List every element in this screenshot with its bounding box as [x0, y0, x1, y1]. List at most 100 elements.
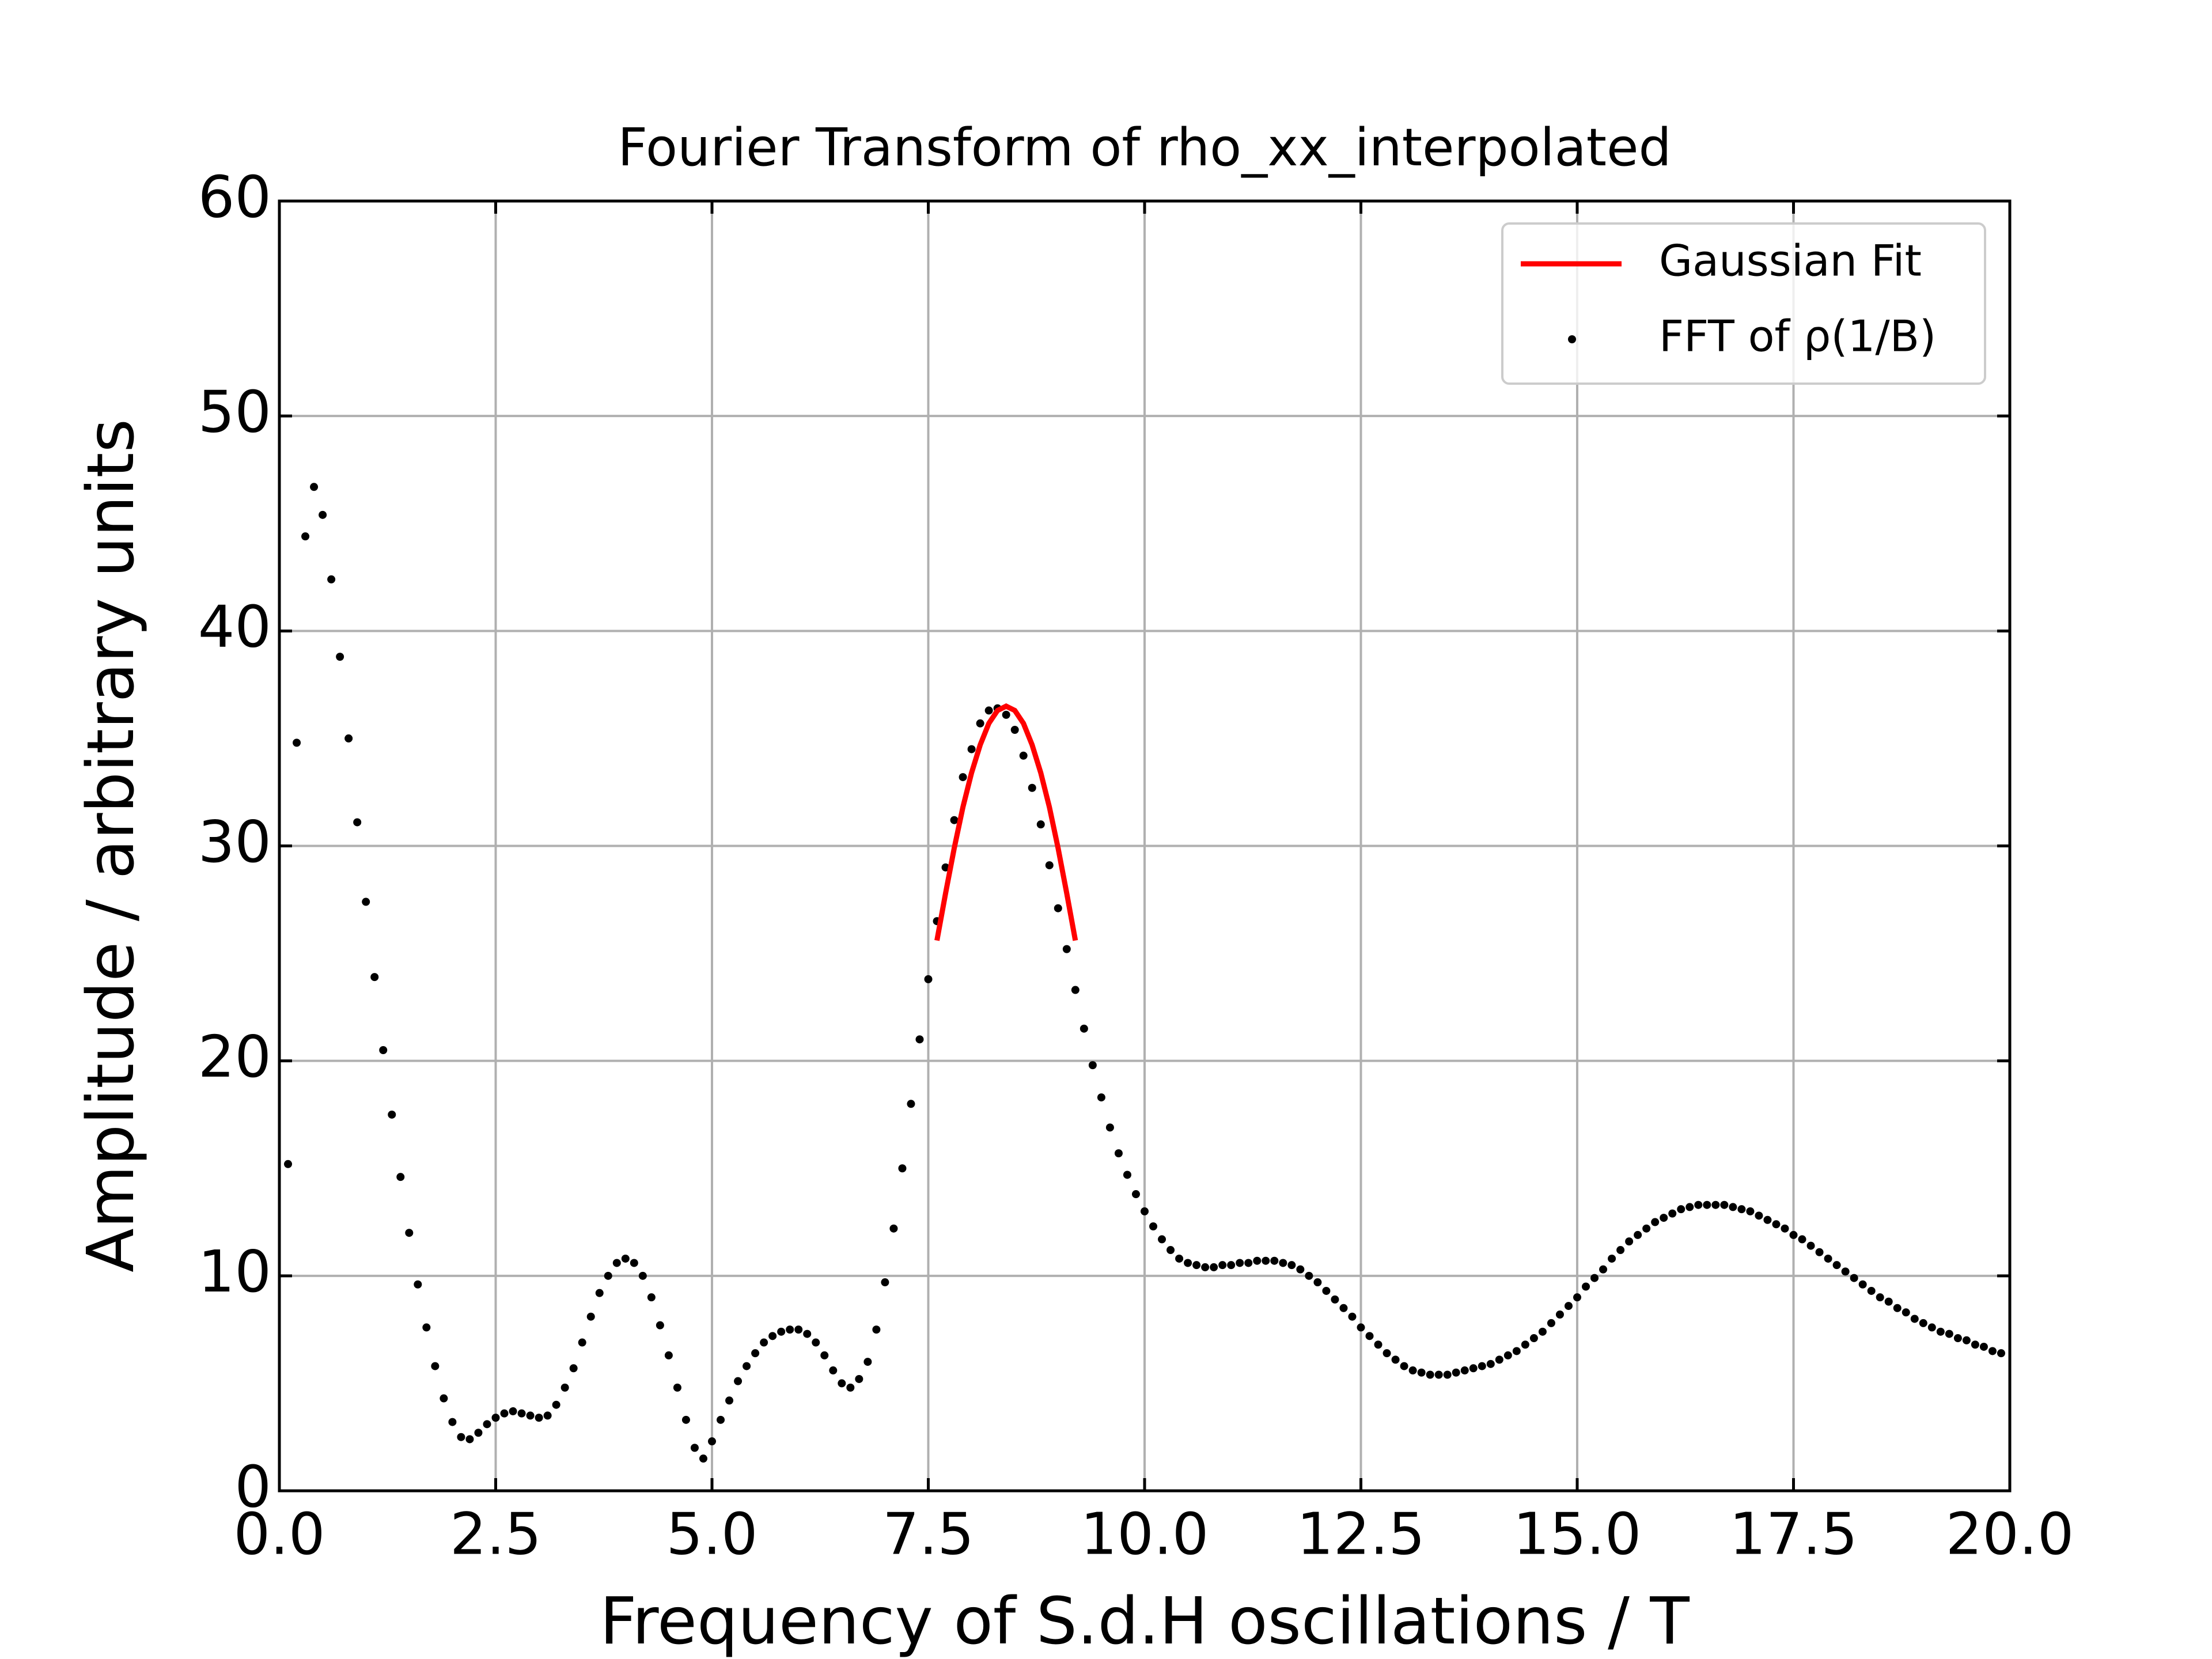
- data-point: [1270, 1256, 1279, 1265]
- data-point: [829, 1366, 838, 1375]
- data-point: [656, 1321, 664, 1330]
- y-tick-label: 10: [198, 1238, 271, 1305]
- data-point: [638, 1271, 647, 1280]
- x-tick-label: 12.5: [1297, 1500, 1425, 1567]
- data-point: [621, 1254, 630, 1263]
- data-point: [491, 1414, 500, 1422]
- data-point: [777, 1327, 786, 1336]
- data-point: [1642, 1224, 1651, 1233]
- data-point: [1408, 1366, 1417, 1375]
- data-point: [543, 1411, 552, 1420]
- data-point: [431, 1362, 440, 1370]
- data-point: [379, 1046, 388, 1055]
- data-point: [1729, 1203, 1737, 1211]
- data-point: [768, 1332, 777, 1340]
- x-tick-label: 0.0: [233, 1500, 325, 1567]
- data-point: [734, 1377, 743, 1385]
- data-point: [803, 1330, 812, 1338]
- data-point: [440, 1394, 448, 1403]
- data-point: [1348, 1312, 1357, 1321]
- data-point: [846, 1383, 855, 1392]
- data-point: [1850, 1274, 1858, 1282]
- data-point: [336, 653, 344, 661]
- data-point: [1677, 1205, 1685, 1214]
- data-point: [1123, 1171, 1131, 1179]
- y-tick-label: 40: [198, 593, 271, 661]
- data-point: [630, 1259, 638, 1267]
- data-point: [483, 1420, 491, 1429]
- data-point: [681, 1415, 690, 1424]
- data-point: [1382, 1349, 1391, 1358]
- data-point: [344, 734, 353, 743]
- data-point: [1936, 1327, 1945, 1336]
- data-point: [976, 719, 984, 728]
- ticks: 0.0 2.5 5.0 7.5 10.0 12.5 15.0 17.5 20.0 0 10 20 30 4…: [198, 163, 2074, 1567]
- data-point: [984, 706, 993, 715]
- x-tick-label: 15.0: [1513, 1500, 1642, 1567]
- data-point: [1158, 1235, 1166, 1244]
- data-point: [1417, 1368, 1426, 1377]
- data-point: [717, 1415, 725, 1424]
- data-point: [872, 1325, 881, 1334]
- data-point: [310, 483, 319, 491]
- data-point: [1322, 1286, 1331, 1295]
- data-point: [1080, 1024, 1088, 1033]
- data-point: [353, 818, 362, 827]
- data-point: [1971, 1340, 1979, 1349]
- data-point: [1460, 1366, 1469, 1375]
- data-point: [1555, 1310, 1564, 1319]
- data-point: [863, 1358, 872, 1366]
- data-point: [1062, 945, 1071, 953]
- data-point: [1798, 1235, 1806, 1244]
- data-point: [959, 773, 967, 782]
- data-point: [1582, 1282, 1590, 1291]
- data-point: [1755, 1211, 1763, 1220]
- data-point: [1434, 1370, 1443, 1379]
- data-point: [1166, 1246, 1175, 1255]
- data-point: [284, 1160, 293, 1168]
- data-point: [708, 1437, 716, 1446]
- data-point: [1979, 1342, 1988, 1351]
- data-point: [1512, 1347, 1521, 1355]
- data-point: [1210, 1263, 1218, 1271]
- x-tick-label: 2.5: [450, 1500, 541, 1567]
- fit-line: [934, 703, 1078, 941]
- data-point: [1876, 1293, 1884, 1302]
- data-point: [1028, 783, 1036, 792]
- data-point: [786, 1325, 794, 1334]
- data-point: [1711, 1200, 1720, 1209]
- data-point: [1703, 1200, 1711, 1209]
- y-tick-label: 30: [198, 808, 271, 876]
- data-point: [405, 1229, 414, 1237]
- x-axis-label: Frequency of S.d.H oscillations / T: [600, 1584, 1690, 1659]
- data-point: [1884, 1297, 1893, 1306]
- data-point: [1521, 1340, 1529, 1349]
- data-point: [1486, 1359, 1495, 1368]
- data-point: [1815, 1248, 1824, 1256]
- data-point: [1244, 1259, 1253, 1267]
- y-tick-label: 50: [198, 378, 271, 446]
- data-point: [1469, 1364, 1478, 1373]
- x-tick-label: 10.0: [1081, 1500, 1209, 1567]
- data-point: [1694, 1200, 1703, 1209]
- data-point: [699, 1455, 707, 1463]
- data-point: [1374, 1340, 1382, 1349]
- plot-area: [284, 483, 2005, 1463]
- data-point: [967, 745, 976, 753]
- data-point: [1131, 1190, 1140, 1199]
- data-point: [1192, 1261, 1201, 1270]
- x-tick-label: 20.0: [1946, 1500, 2074, 1567]
- data-point: [1426, 1370, 1434, 1379]
- data-point: [422, 1323, 431, 1332]
- data-point: [1832, 1261, 1841, 1270]
- data-point: [1391, 1355, 1400, 1364]
- data-point: [1737, 1205, 1746, 1214]
- data-point: [1097, 1093, 1105, 1102]
- data-point: [517, 1409, 526, 1418]
- data-point: [1002, 710, 1010, 719]
- data-point: [474, 1429, 483, 1437]
- data-point: [1296, 1265, 1305, 1274]
- data-point: [293, 738, 301, 747]
